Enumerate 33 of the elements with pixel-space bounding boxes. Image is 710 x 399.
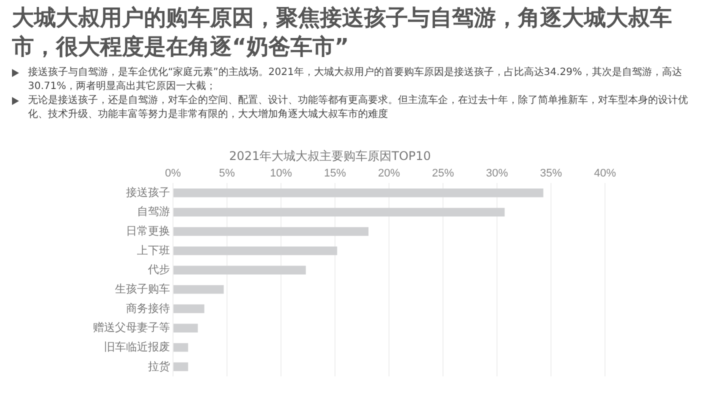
x-tick-label: 10% [270,168,292,180]
bar [174,188,544,198]
x-tick-label: 5% [219,168,236,180]
y-tick-label: 代步 [147,263,170,276]
bar [174,362,188,372]
bar [174,246,338,256]
bar [174,285,224,294]
y-tick-label: 接送孩子 [126,186,170,199]
x-tick-label: 25% [432,168,454,180]
y-tick-label: 生孩子购车 [115,282,170,296]
chart-subtitle: 2021年大城大叔主要购车原因TOP10 [228,148,432,165]
y-tick-label: 赠送父母妻子等 [93,321,170,334]
x-tick-label: 15% [324,168,346,180]
bar [174,304,204,314]
text: 无论是接送孩子，还是自驾游，对车企的空间、配置、设计、功能等都有更高要求。但主流车企，在过去十年，除了简单推新车，对车型本身的设计优化、技术升级、功能丰富等努力是非常有限的，大大增加角逐大城大叔车市的难度 [28,95,688,120]
text: 接送孩子与自驾游，是车企优化“家庭元素”的主战场。2021年，大城大叔用户的首要购车原因是接送孩子，占比高达34.29%，其次是自驾游，高达30.71%，两者明显高出其它原因一大截； [28,67,682,92]
bar [174,266,306,274]
x-tick-label: 0% [165,168,182,180]
bar [174,324,198,332]
bar [174,343,188,352]
bar [174,208,505,217]
y-tick-label: 上下班 [137,244,170,257]
x-tick-label: 40% [594,168,616,180]
y-tick-label: 拉货 [148,360,170,373]
y-tick-label: 旧车临近报废 [104,340,170,354]
x-tick-label: 20% [378,168,400,180]
bar [174,227,368,236]
chart-title: 大城大叔用户的购车原因，聚焦接送孩子与自驾游，角逐大城大叔车市，很大程度是在角逐“奶爸车市” [12,5,673,62]
y-tick-label: 自驾游 [137,206,170,218]
x-tick-label: 35% [540,168,562,180]
x-tick-label: 30% [486,168,508,180]
y-tick-label: 日常更换 [126,224,170,238]
y-tick-label: 商务接待 [126,302,170,315]
